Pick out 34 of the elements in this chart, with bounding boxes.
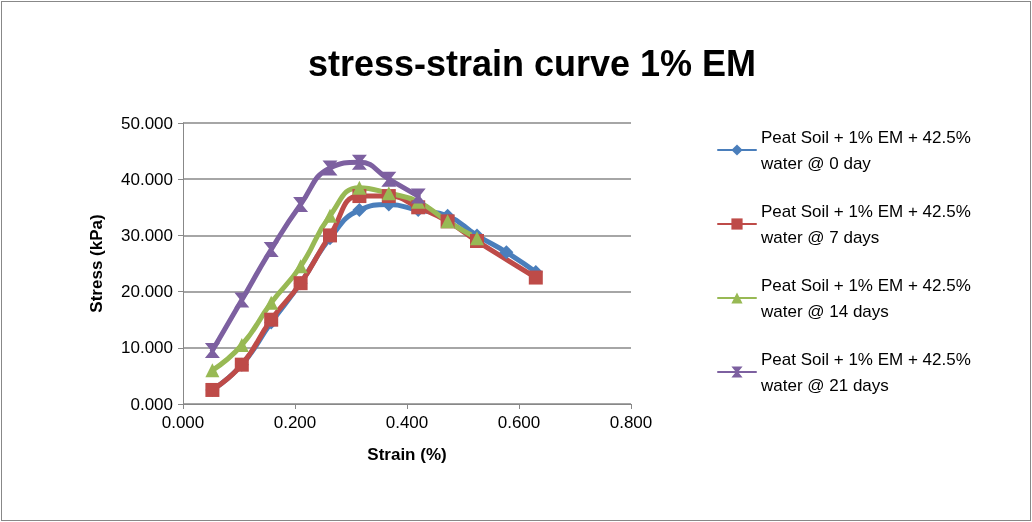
y-tick-label: 40.000 [121, 169, 173, 189]
y-tick-label: 50.000 [121, 113, 173, 133]
point [528, 270, 543, 285]
legend-label: Peat Soil + 1% EM + 42.5% water @ 0 day [760, 127, 976, 173]
point [204, 343, 220, 359]
x-tick-label: 0.200 [273, 413, 317, 432]
x-axis-title: Strain (%) [367, 445, 447, 464]
y-tick-label: 10.000 [121, 338, 173, 358]
point [293, 196, 309, 212]
point [323, 208, 337, 223]
point [352, 203, 367, 218]
point [234, 292, 250, 308]
point [381, 171, 397, 187]
point [205, 363, 220, 378]
point [351, 154, 367, 170]
legend-label: Peat Soil + 1% EM + 42.5% water @ 21 days [760, 349, 976, 395]
x-tick-label: 0.600 [497, 413, 541, 432]
y-tick-label: 30.000 [121, 225, 173, 245]
chart-title: stress-strain curve 1% EM [307, 42, 757, 84]
point [293, 259, 308, 274]
y-axis-title: Stress (kPa) [87, 214, 106, 313]
x-tick-label: 0.400 [385, 413, 429, 432]
legend-label: Peat Soil + 1% EM + 42.5% water @ 14 days [760, 275, 976, 321]
legend-label: Peat Soil + 1% EM + 42.5% water @ 7 days [760, 201, 976, 247]
x-tick-label: 0.800 [609, 413, 653, 432]
point [263, 241, 279, 257]
point [352, 180, 367, 195]
point [410, 188, 426, 204]
x-tick-label: 0.000 [161, 413, 205, 432]
point [499, 245, 514, 260]
y-tick-label: 20.000 [121, 282, 173, 302]
point [264, 295, 279, 310]
point [322, 160, 338, 176]
y-tick-label: 0.000 [130, 394, 173, 414]
